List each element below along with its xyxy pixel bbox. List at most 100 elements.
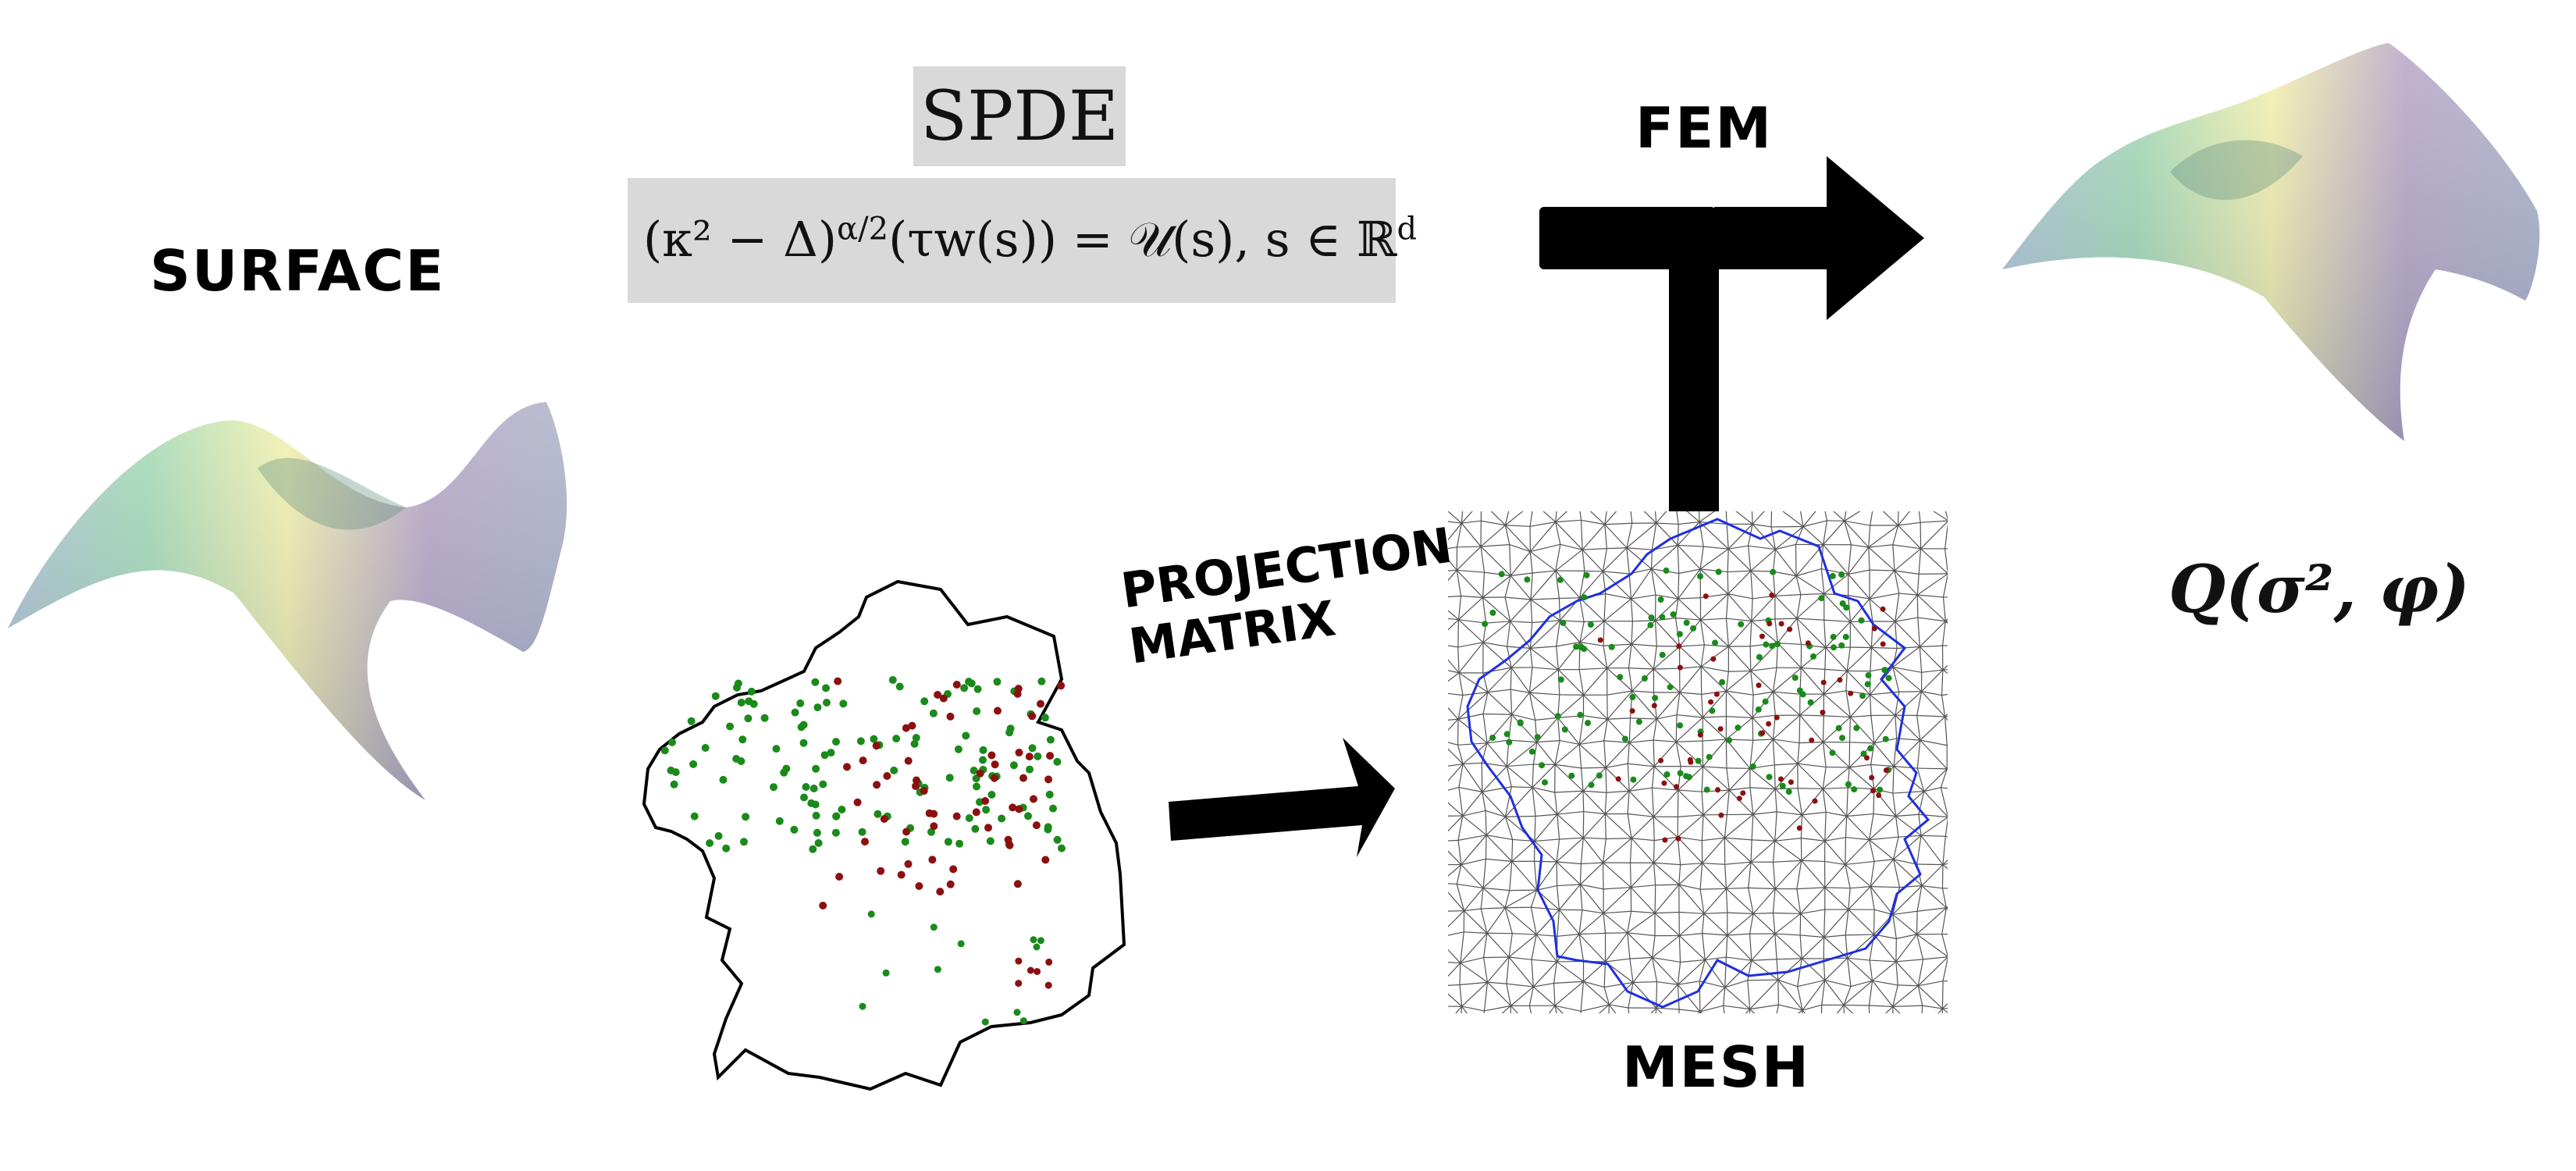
observation-point (1503, 731, 1510, 738)
observation-point (711, 692, 720, 700)
mesh-edge (1481, 1032, 1510, 1034)
mesh-edge (1530, 889, 1538, 908)
mesh-edge (1824, 837, 1846, 842)
mesh-edge (1873, 813, 1896, 817)
mesh-edge (1626, 547, 1630, 575)
mesh-edge (1941, 693, 1948, 696)
mesh-edge (1650, 1007, 1657, 1013)
mesh-edge (1448, 993, 1463, 1007)
mesh-edge (1583, 667, 1608, 696)
mesh-edge (1580, 767, 1584, 792)
mesh-edge (1432, 497, 1463, 502)
mesh-edge (1510, 599, 1532, 622)
mesh-edge (1824, 864, 1846, 888)
mesh-edge (1655, 1008, 1657, 1013)
mesh-edge (1504, 907, 1537, 935)
mesh-edge (1845, 864, 1851, 888)
mesh-edge (1605, 763, 1628, 768)
mesh-edge (1448, 786, 1460, 791)
mesh-edge (1463, 501, 1481, 502)
observation-point (1759, 730, 1766, 736)
observation-point (1769, 592, 1775, 598)
mesh-edge (1941, 787, 1948, 789)
mesh-edge (1456, 570, 1462, 596)
mesh-edge (1820, 568, 1825, 594)
mesh-edge (1508, 956, 1532, 960)
observation-point (714, 831, 723, 840)
observation-point (813, 703, 822, 712)
mesh-edge (1848, 569, 1870, 575)
mesh-edge (1448, 595, 1461, 598)
observation-point (1709, 707, 1716, 714)
mesh-edge (1916, 595, 1919, 618)
mesh-edge (1727, 570, 1752, 595)
mesh-edge (1631, 884, 1656, 888)
observation-point (809, 785, 818, 792)
mesh-edge (1749, 934, 1752, 961)
mesh-edge (1603, 862, 1631, 888)
mesh-edge (1603, 987, 1610, 1005)
observation-point (949, 865, 958, 874)
mesh-edge (1772, 667, 1777, 692)
mesh-edge (1532, 570, 1556, 574)
mesh-edge (1775, 526, 1804, 550)
mesh-edge (1705, 956, 1727, 961)
mesh-edge (1677, 545, 1701, 570)
mesh-edge (1823, 693, 1851, 718)
observation-point (877, 867, 885, 875)
mesh-edge (1699, 1011, 1703, 1013)
mesh-edge (1946, 907, 1948, 909)
mesh-edge (1751, 959, 1779, 981)
observation-point (1675, 835, 1681, 842)
mesh-edge (1448, 949, 1461, 963)
mesh-edge (1448, 850, 1462, 866)
mesh-edge (1435, 842, 1438, 865)
mesh-edge (1457, 713, 1484, 720)
mesh-edge (1651, 788, 1654, 817)
observation-point (1044, 823, 1052, 831)
observation-point (1053, 757, 1062, 766)
mesh-edge (1800, 593, 1824, 596)
observation-point (1870, 788, 1876, 794)
mesh-edge (1921, 691, 1946, 717)
mesh-edge (1556, 641, 1581, 647)
observation-point (1740, 790, 1746, 796)
mesh-edge (1530, 907, 1537, 935)
mesh-edge (1916, 574, 1920, 596)
mesh-edge (1534, 813, 1558, 842)
observation-point (1617, 674, 1624, 681)
mesh-edge (1916, 594, 1946, 622)
mesh-edge (1750, 671, 1754, 696)
mesh-edge (1796, 618, 1802, 645)
mesh-edge (1921, 1030, 1941, 1034)
observation-point (813, 828, 821, 837)
mesh-edge (1703, 888, 1727, 914)
mesh-edge (1481, 520, 1506, 526)
mesh-edge (1823, 715, 1851, 718)
mesh-edge (1944, 522, 1948, 549)
observation-point (912, 782, 920, 790)
mesh-edge (1846, 813, 1874, 817)
observation-point (738, 735, 747, 744)
observation-point (981, 797, 990, 805)
mesh-edge (1706, 1029, 1727, 1034)
mesh-edge (1559, 597, 1580, 600)
mesh-edge (1898, 511, 1899, 526)
mesh-edge (1941, 934, 1948, 957)
mesh-edge (1916, 573, 1948, 596)
mesh-edge (1774, 860, 1802, 889)
mesh-edge (1511, 692, 1530, 715)
mesh-edge (1457, 569, 1485, 573)
mesh-edge (1556, 961, 1584, 982)
mesh-edge (1652, 935, 1656, 958)
mesh-edge (1824, 647, 1827, 670)
mesh-edge (1628, 667, 1654, 670)
observation-point (1539, 762, 1546, 769)
mesh-edge (1797, 742, 1823, 764)
mesh-edge (1480, 546, 1485, 573)
mesh-edge (1630, 717, 1657, 720)
observation-point (1688, 759, 1694, 765)
mesh-edge (1822, 788, 1848, 817)
mesh-edge (1627, 913, 1656, 934)
